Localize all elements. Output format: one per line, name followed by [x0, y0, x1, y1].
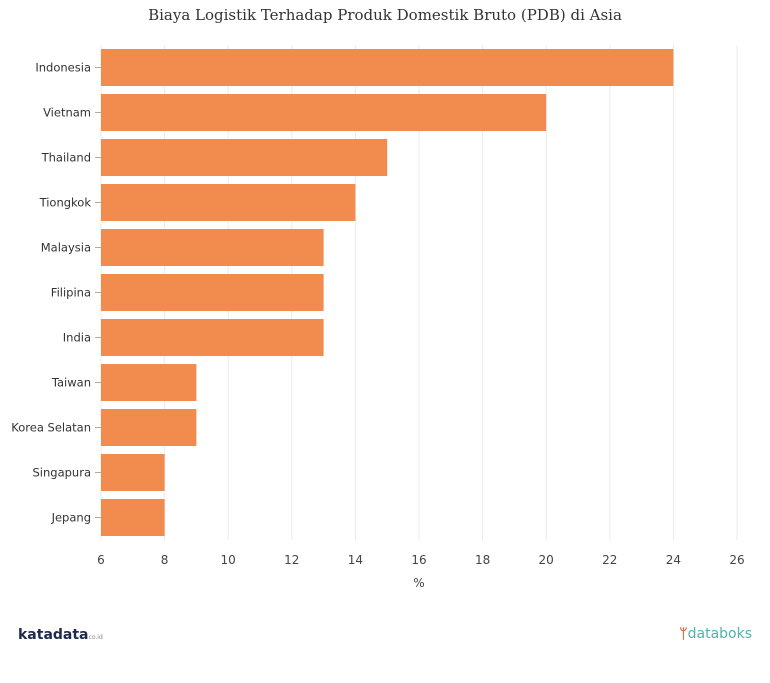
- x-axis-label: %: [413, 576, 424, 590]
- x-tick-label: 12: [284, 553, 299, 567]
- category-label: Thailand: [41, 151, 91, 165]
- x-tick-label: 22: [602, 553, 617, 567]
- bar-singapura: [101, 454, 165, 491]
- category-label: Taiwan: [51, 376, 91, 390]
- bar-jepang: [101, 499, 165, 536]
- category-label: Vietnam: [43, 106, 91, 120]
- category-label: Singapura: [33, 466, 92, 480]
- katadata-logo: katadataco.id: [18, 627, 103, 643]
- category-label: Korea Selatan: [11, 421, 91, 435]
- category-label: Indonesia: [35, 61, 91, 75]
- bar-vietnam: [101, 94, 547, 131]
- bar-chart: 6 8 10 12 14 16 18 20 22 24 26 Indonesia Vietnam Thai…: [11, 45, 745, 590]
- category-label: Tiongkok: [39, 196, 92, 210]
- bar-filipina: [101, 274, 324, 311]
- category-label: Filipina: [51, 286, 91, 300]
- bar-korea-selatan: [101, 409, 197, 446]
- x-tick-label: 24: [666, 553, 681, 567]
- databoks-logo: ᛘdataboks: [679, 626, 752, 642]
- category-label: India: [63, 331, 91, 345]
- x-tick-label: 26: [729, 553, 744, 567]
- x-tick-label: 14: [348, 553, 363, 567]
- bar-india: [101, 319, 324, 356]
- x-tick-label: 16: [411, 553, 426, 567]
- x-tick-label: 18: [475, 553, 490, 567]
- bar-taiwan: [101, 364, 197, 401]
- bar-tiongkok: [101, 184, 356, 221]
- x-tick-label: 20: [539, 553, 554, 567]
- x-tick-label: 6: [97, 553, 105, 567]
- category-label: Jepang: [51, 511, 91, 525]
- bar-indonesia: [101, 49, 674, 86]
- x-tick-label: 8: [161, 553, 169, 567]
- x-tick-label: 10: [221, 553, 236, 567]
- chart-title: Biaya Logistik Terhadap Produk Domestik …: [148, 6, 622, 24]
- bar-thailand: [101, 139, 388, 176]
- category-label: Malaysia: [41, 241, 91, 255]
- bar-malaysia: [101, 229, 324, 266]
